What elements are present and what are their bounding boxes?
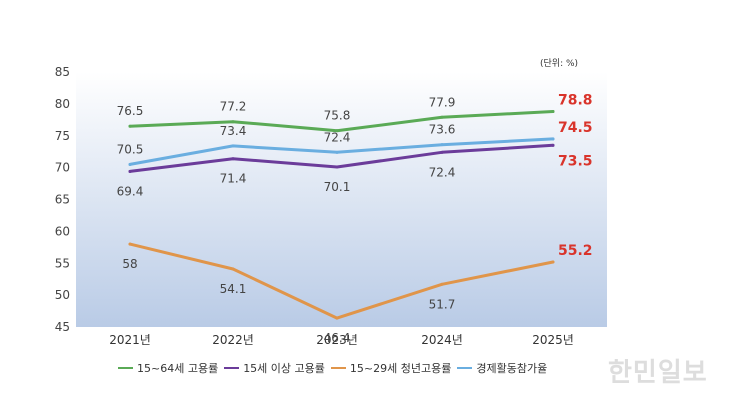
data-label: 72.4 — [324, 130, 351, 144]
data-point — [440, 143, 444, 147]
data-point — [231, 267, 235, 271]
data-label: 72.4 — [429, 165, 456, 179]
y-tick-label: 85 — [55, 65, 70, 79]
y-tick-label: 75 — [55, 129, 70, 143]
data-label: 51.7 — [429, 297, 456, 311]
data-label: 73.5 — [558, 153, 593, 169]
data-point — [335, 150, 339, 154]
y-tick-label: 60 — [55, 224, 70, 238]
legend-label-15-plus: 15세 이상 고용률 — [243, 362, 325, 375]
series-group — [128, 110, 555, 320]
legend-swatch-15-64 — [118, 367, 133, 369]
y-tick-label: 45 — [55, 320, 70, 334]
data-label: 46.4 — [324, 331, 351, 345]
legend-label-15-29: 15~29세 청년고용률 — [349, 362, 452, 375]
legend-item-15-29: 15~29세 청년고용률 — [330, 360, 452, 376]
y-tick-label: 80 — [55, 97, 70, 111]
data-point — [231, 144, 235, 148]
legend-label-15-64: 15~64세 고용률 — [137, 362, 219, 375]
data-label: 70.5 — [117, 142, 144, 156]
data-point — [440, 282, 444, 286]
legend-swatch-15-plus — [224, 367, 240, 369]
data-point — [128, 162, 132, 166]
data-point — [551, 260, 555, 264]
data-label: 77.9 — [429, 95, 456, 109]
data-point — [551, 137, 555, 141]
x-tick-label: 2023년 — [316, 333, 358, 347]
data-point — [128, 242, 132, 246]
data-point — [440, 115, 444, 119]
legend-item-15-64: 15~64세 고용률 — [118, 360, 218, 376]
data-label: 73.6 — [429, 123, 456, 137]
data-label: 70.1 — [324, 180, 351, 194]
x-axis: 2021년 2022년 2023년 2024년 2025년 — [109, 333, 574, 347]
unit-label: (단위: %) — [540, 59, 579, 69]
data-label: 55.2 — [558, 243, 593, 259]
y-tick-label: 55 — [55, 256, 70, 270]
x-tick-label: 2022년 — [212, 333, 254, 347]
data-label: 69.4 — [117, 184, 144, 198]
x-tick-label: 2025년 — [532, 333, 574, 347]
y-axis: 45 50 55 60 65 70 75 80 85 — [55, 65, 70, 334]
legend-label-participation: 경제활동참가율 — [476, 362, 548, 375]
data-point — [231, 120, 235, 124]
data-labels: 76.5 77.2 75.8 77.9 78.8 69.4 71.4 70.1 72.4 73.5… — [117, 93, 593, 346]
data-point — [128, 169, 132, 173]
data-point — [335, 165, 339, 169]
data-label: 75.8 — [324, 109, 351, 123]
legend-swatch-15-29 — [330, 367, 346, 369]
legend: 15~64세 고용률 15세 이상 고용률 15~29세 청년고용률 경제활동참… — [118, 360, 553, 376]
data-point — [440, 150, 444, 154]
y-tick-label: 65 — [55, 193, 70, 207]
data-point — [551, 143, 555, 147]
data-point — [335, 129, 339, 133]
legend-swatch-participation — [457, 367, 473, 369]
data-label: 74.5 — [558, 120, 593, 136]
data-label: 54.1 — [220, 282, 247, 296]
x-tick-label: 2024년 — [421, 333, 463, 347]
data-label: 77.2 — [220, 100, 247, 114]
data-point — [128, 124, 132, 128]
legend-item-15-plus: 15세 이상 고용률 — [224, 360, 325, 376]
data-label: 76.5 — [117, 104, 144, 118]
data-point — [335, 316, 339, 320]
x-tick-label: 2021년 — [109, 333, 151, 347]
data-point — [551, 110, 555, 114]
watermark-logo: 한민일보 — [608, 358, 708, 388]
data-label: 73.4 — [220, 124, 247, 138]
data-label: 58 — [122, 257, 137, 271]
data-label: 71.4 — [220, 172, 247, 186]
data-label: 78.8 — [558, 93, 593, 109]
legend-item-participation: 경제활동참가율 — [457, 360, 547, 376]
y-tick-label: 70 — [55, 161, 70, 175]
data-point — [231, 157, 235, 161]
y-tick-label: 50 — [55, 288, 70, 302]
